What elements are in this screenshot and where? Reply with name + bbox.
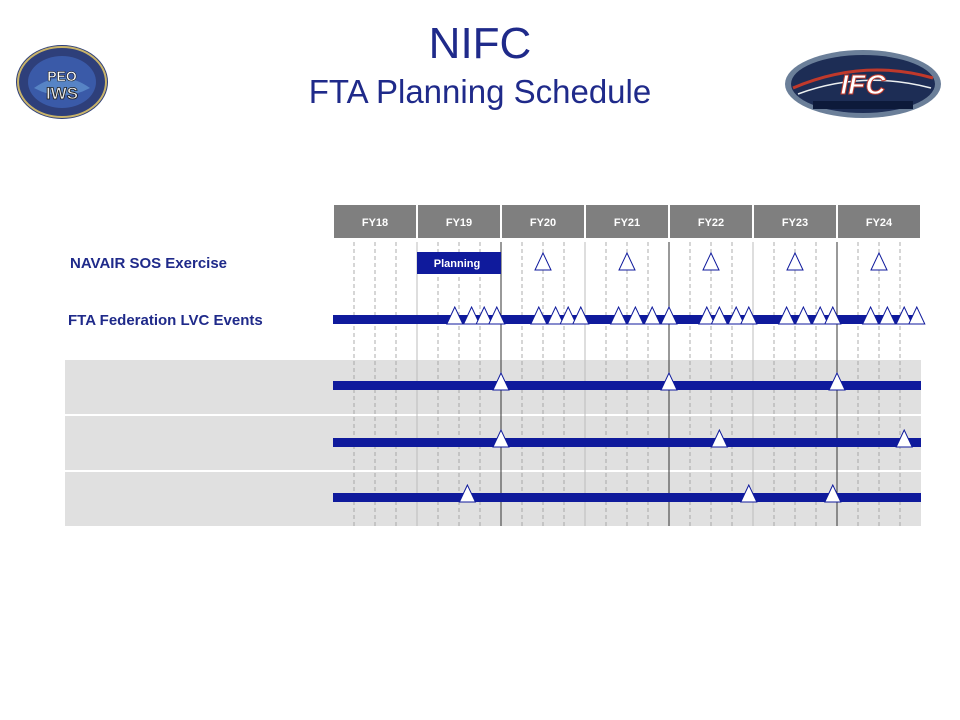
fta-bar [333, 315, 921, 324]
svg-text:IWS: IWS [46, 84, 78, 103]
fta-milestone [794, 305, 813, 325]
sw-milestone [740, 483, 758, 503]
fta-milestone [710, 305, 729, 325]
sw-milestone [492, 428, 510, 448]
fta-milestone [878, 305, 897, 325]
fy-header-label: FY23 [782, 217, 808, 229]
fta-milestone [777, 305, 796, 325]
row-label-navair: NAVAIR SOS Exercise [70, 255, 228, 272]
naval-ifc-logo: IFC [785, 50, 941, 118]
fy-header-cell [418, 205, 500, 238]
sw-milestone [710, 428, 729, 448]
peo-iws-seal-logo: PEO IWS [16, 45, 108, 119]
fta-milestone [546, 305, 565, 325]
navair-milestone [786, 251, 804, 271]
fy-header-cell [334, 205, 416, 238]
sw-milestone [458, 483, 477, 503]
fta-milestone [643, 305, 661, 325]
fy-header-label: FY20 [530, 217, 556, 229]
fta-milestone [895, 305, 913, 325]
fta-milestone [698, 305, 716, 325]
fta-milestone [572, 305, 590, 325]
sw-bar [333, 493, 921, 502]
svg-text:PEO: PEO [47, 68, 77, 84]
fy-header-cell [754, 205, 836, 238]
planning-block [417, 252, 501, 274]
svg-text:IFC: IFC [840, 69, 886, 100]
fy-header-label: FY18 [362, 217, 388, 229]
fta-milestone [861, 305, 880, 325]
fy-header-label: FY19 [446, 217, 472, 229]
sw-bar [333, 381, 921, 390]
fta-milestone [626, 305, 645, 325]
sw-milestone [895, 428, 913, 448]
fta-milestone [488, 305, 506, 325]
fta-milestone [908, 305, 926, 325]
fy-header-cell [502, 205, 584, 238]
navair-milestone [870, 251, 888, 271]
navair-milestone [618, 251, 636, 271]
fta-milestone [475, 305, 493, 325]
fta-milestone [824, 305, 842, 325]
fy-header-label: FY21 [614, 217, 640, 229]
sw-milestone [828, 371, 846, 391]
fy-header-label: FY22 [698, 217, 724, 229]
fy-header-label: FY24 [866, 217, 893, 229]
fta-milestone [462, 305, 481, 325]
navair-milestone [534, 251, 552, 271]
fta-milestone [740, 305, 758, 325]
page-title: NIFC [428, 19, 532, 68]
navair-milestone [702, 251, 720, 271]
sw-bar [333, 438, 921, 447]
fta-milestone [446, 305, 464, 325]
sw-milestone [492, 371, 510, 391]
fta-milestone [559, 305, 577, 325]
fta-milestone [811, 305, 829, 325]
fta-milestone [660, 305, 678, 325]
fy-header-cell [670, 205, 752, 238]
fta-milestone [727, 305, 745, 325]
fta-milestone [530, 305, 548, 325]
fta-milestone [609, 305, 628, 325]
fy-header-cell [586, 205, 668, 238]
sw-milestone [660, 371, 678, 391]
planning-label: Planning [434, 258, 480, 270]
sw-milestone [824, 483, 842, 503]
page-subtitle: FTA Planning Schedule [308, 73, 652, 110]
fy-header-cell [838, 205, 920, 238]
row-label-fta: FTA Federation LVC Events [68, 312, 263, 329]
